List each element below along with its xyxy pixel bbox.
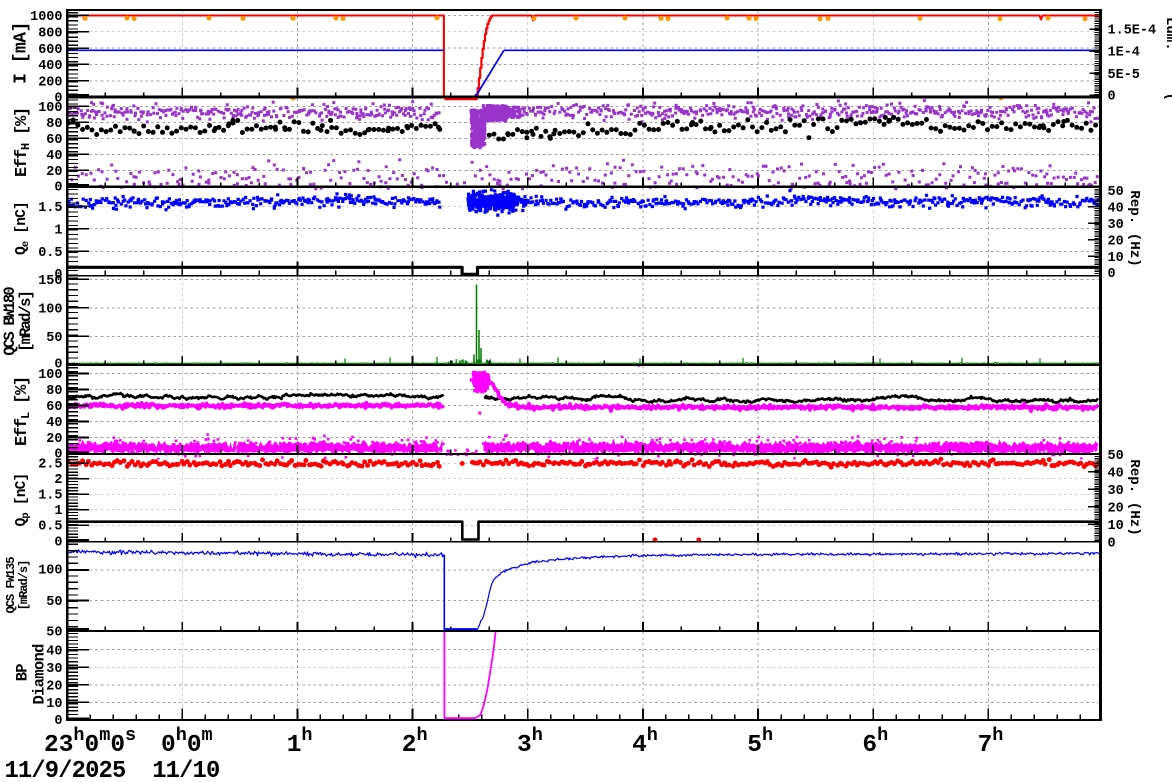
svg-text:20: 20 [46,165,62,180]
svg-text:Qp [nC]: Qp [nC] [14,474,32,527]
svg-text:20: 20 [1108,234,1124,249]
svg-text:10: 10 [1108,251,1124,266]
svg-text:0: 0 [54,447,62,462]
svg-text:60: 60 [46,400,62,415]
svg-text:0: 0 [54,714,62,729]
svg-text:0: 0 [54,358,62,373]
svg-text:1.5E-4: 1.5E-4 [1108,23,1157,38]
svg-text:QCS BW180: QCS BW180 [1,287,19,356]
svg-text:2.5: 2.5 [38,458,62,473]
svg-text:5E-5: 5E-5 [1108,68,1140,83]
svg-text:0.5: 0.5 [38,520,62,535]
svg-text:50: 50 [1108,185,1124,200]
svg-text:50: 50 [1108,449,1124,464]
svg-text:1.5: 1.5 [38,489,62,504]
svg-text:QCS FW135: QCS FW135 [4,557,18,614]
svg-text:150: 150 [38,274,62,289]
svg-text:0.5: 0.5 [38,246,62,261]
svg-text:1: 1 [54,223,62,238]
svg-text:200: 200 [38,76,62,91]
svg-text:40: 40 [1108,467,1124,482]
svg-text:[mRad/s]: [mRad/s] [17,561,31,611]
svg-text:600: 600 [38,43,62,58]
svg-text:20: 20 [46,432,62,447]
svg-text:EffL [%]: EffL [%] [13,377,33,446]
svg-text:60: 60 [46,133,62,148]
svg-text:10: 10 [1108,519,1124,534]
svg-text:50: 50 [46,331,62,346]
svg-text:80: 80 [46,384,62,399]
svg-text:0: 0 [1108,267,1116,282]
svg-text:I [mA]: I [mA] [11,22,31,84]
svg-text:100: 100 [38,564,62,579]
svg-text:50: 50 [46,626,62,641]
svg-text:40: 40 [46,644,62,659]
svg-text:400: 400 [38,59,62,74]
svg-text:Lum. (: Lum. ( [1162,17,1172,101]
svg-text:0: 0 [54,536,62,551]
svg-text:800: 800 [38,26,62,41]
svg-text:1.5: 1.5 [38,201,62,216]
svg-text:20: 20 [46,680,62,695]
svg-text:40: 40 [1108,202,1124,217]
svg-text:0: 0 [54,268,62,283]
svg-text:30: 30 [1108,484,1124,499]
svg-text:Diamond: Diamond [30,644,48,705]
svg-text:0: 0 [1108,536,1116,551]
svg-text:[mRad/s]: [mRad/s] [17,292,35,352]
svg-text:50: 50 [46,595,62,610]
svg-text:40: 40 [46,149,62,164]
svg-text:1000: 1000 [30,10,62,25]
svg-text:20: 20 [1108,501,1124,516]
svg-text:Rep. (Hz): Rep. (Hz) [1126,190,1142,267]
svg-text:0: 0 [1108,90,1116,105]
svg-text:30: 30 [1108,218,1124,233]
svg-text:100: 100 [38,303,62,318]
svg-text:Qe [nC]: Qe [nC] [14,202,32,255]
svg-text:10: 10 [46,697,62,712]
svg-text:0: 0 [54,181,62,196]
svg-text:0: 0 [54,91,62,106]
svg-text:EffH [%]: EffH [%] [13,108,33,177]
svg-text:100: 100 [38,368,62,383]
svg-text:100: 100 [38,101,62,116]
svg-text:80: 80 [46,117,62,132]
svg-text:1: 1 [54,504,62,519]
svg-text:40: 40 [46,416,62,431]
svg-text:11/9/2025 11/10: 11/9/2025 11/10 [5,758,220,782]
svg-text:30: 30 [46,662,62,677]
svg-text:Rep. (Hz): Rep. (Hz) [1126,459,1142,536]
svg-text:2: 2 [54,473,62,488]
svg-text:1E-4: 1E-4 [1108,46,1140,61]
svg-text:BP: BP [13,664,31,682]
